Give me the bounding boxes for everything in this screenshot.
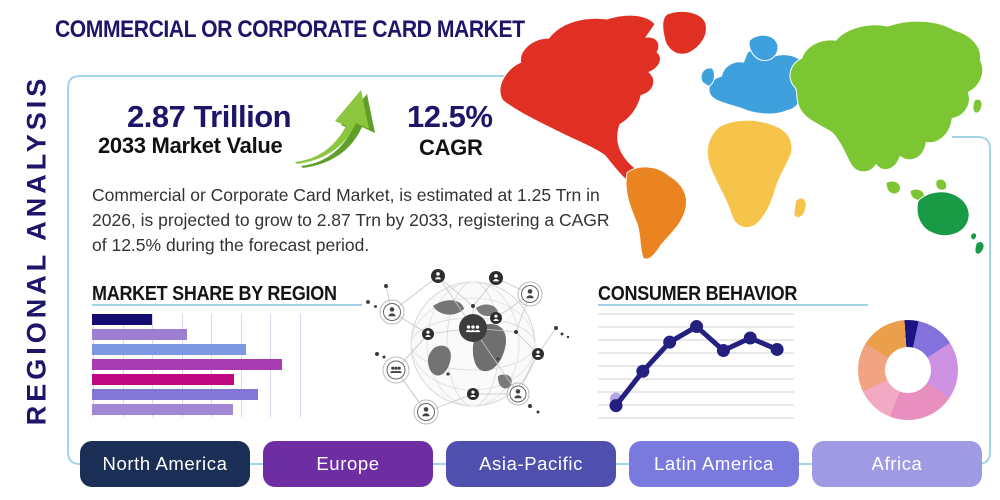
region-button-latin-america[interactable]: Latin America [629, 441, 799, 487]
line-chart-point [743, 331, 757, 345]
cagr-label: CAGR [419, 135, 483, 160]
line-title-underline [598, 304, 868, 306]
cagr-stat: 12.5% [407, 99, 493, 134]
page-title: COMMERCIAL OR CORPORATE CARD MARKET [55, 16, 525, 43]
bar-chart-gridline [299, 314, 301, 417]
map-region-new-zealand [970, 232, 985, 255]
map-region-australia [916, 191, 970, 237]
consumer-donut-chart [858, 320, 958, 420]
bar-chart-title: MARKET SHARE BY REGION [92, 283, 337, 305]
region-button-asia-pacific[interactable]: Asia-Pacific [446, 441, 616, 487]
line-chart-point [609, 399, 623, 413]
line-chart-point [690, 320, 704, 334]
market-description: Commercial or Corporate Card Market, is … [92, 185, 610, 255]
map-region-asia [789, 20, 984, 173]
map-region-japan [972, 98, 983, 114]
market-share-bar-chart [92, 314, 304, 420]
line-chart-point [663, 335, 677, 349]
market-value-label: 2033 Market Value [98, 133, 283, 158]
world-map [499, 10, 985, 260]
globe-network-illustration [375, 269, 570, 425]
map-region-se-islands-1 [885, 180, 901, 195]
market-value-stat: 2.87 Trillion [127, 99, 292, 134]
decorative-dot [366, 300, 370, 304]
map-region-madagascar [793, 197, 807, 219]
region-button-north-america[interactable]: North America [80, 441, 250, 487]
map-region-africa [706, 119, 793, 229]
region-button-africa[interactable]: Africa [812, 441, 982, 487]
map-region-scandinavia [748, 34, 779, 62]
decorative-dot [374, 305, 377, 308]
regional-analysis-label: REGIONAL ANALYSIS [21, 74, 52, 426]
line-chart-title: CONSUMER BEHAVIOR [598, 283, 798, 305]
map-region-uk [700, 67, 715, 87]
bar-chart-bar [92, 314, 152, 325]
line-chart-point [716, 343, 730, 357]
line-chart-point [636, 364, 650, 378]
map-region-greenland [662, 10, 707, 55]
region-button-europe[interactable]: Europe [263, 441, 433, 487]
bar-chart-bar [92, 344, 246, 355]
bar-chart-bar [92, 389, 258, 400]
bar-chart-bar [92, 329, 187, 340]
consumer-behavior-line-chart [598, 313, 794, 419]
bar-title-underline [92, 304, 362, 306]
line-chart-point [770, 342, 784, 356]
growth-arrow-icon [295, 90, 375, 168]
region-button-row: North America Europe Asia-Pacific Latin … [80, 441, 982, 487]
bar-chart-bar [92, 404, 233, 415]
map-region-south-america [625, 166, 687, 260]
map-region-north-america [499, 14, 661, 189]
map-region-se-islands-3 [935, 178, 948, 191]
bar-chart-bar [92, 359, 282, 370]
bar-chart-bar [92, 374, 234, 385]
